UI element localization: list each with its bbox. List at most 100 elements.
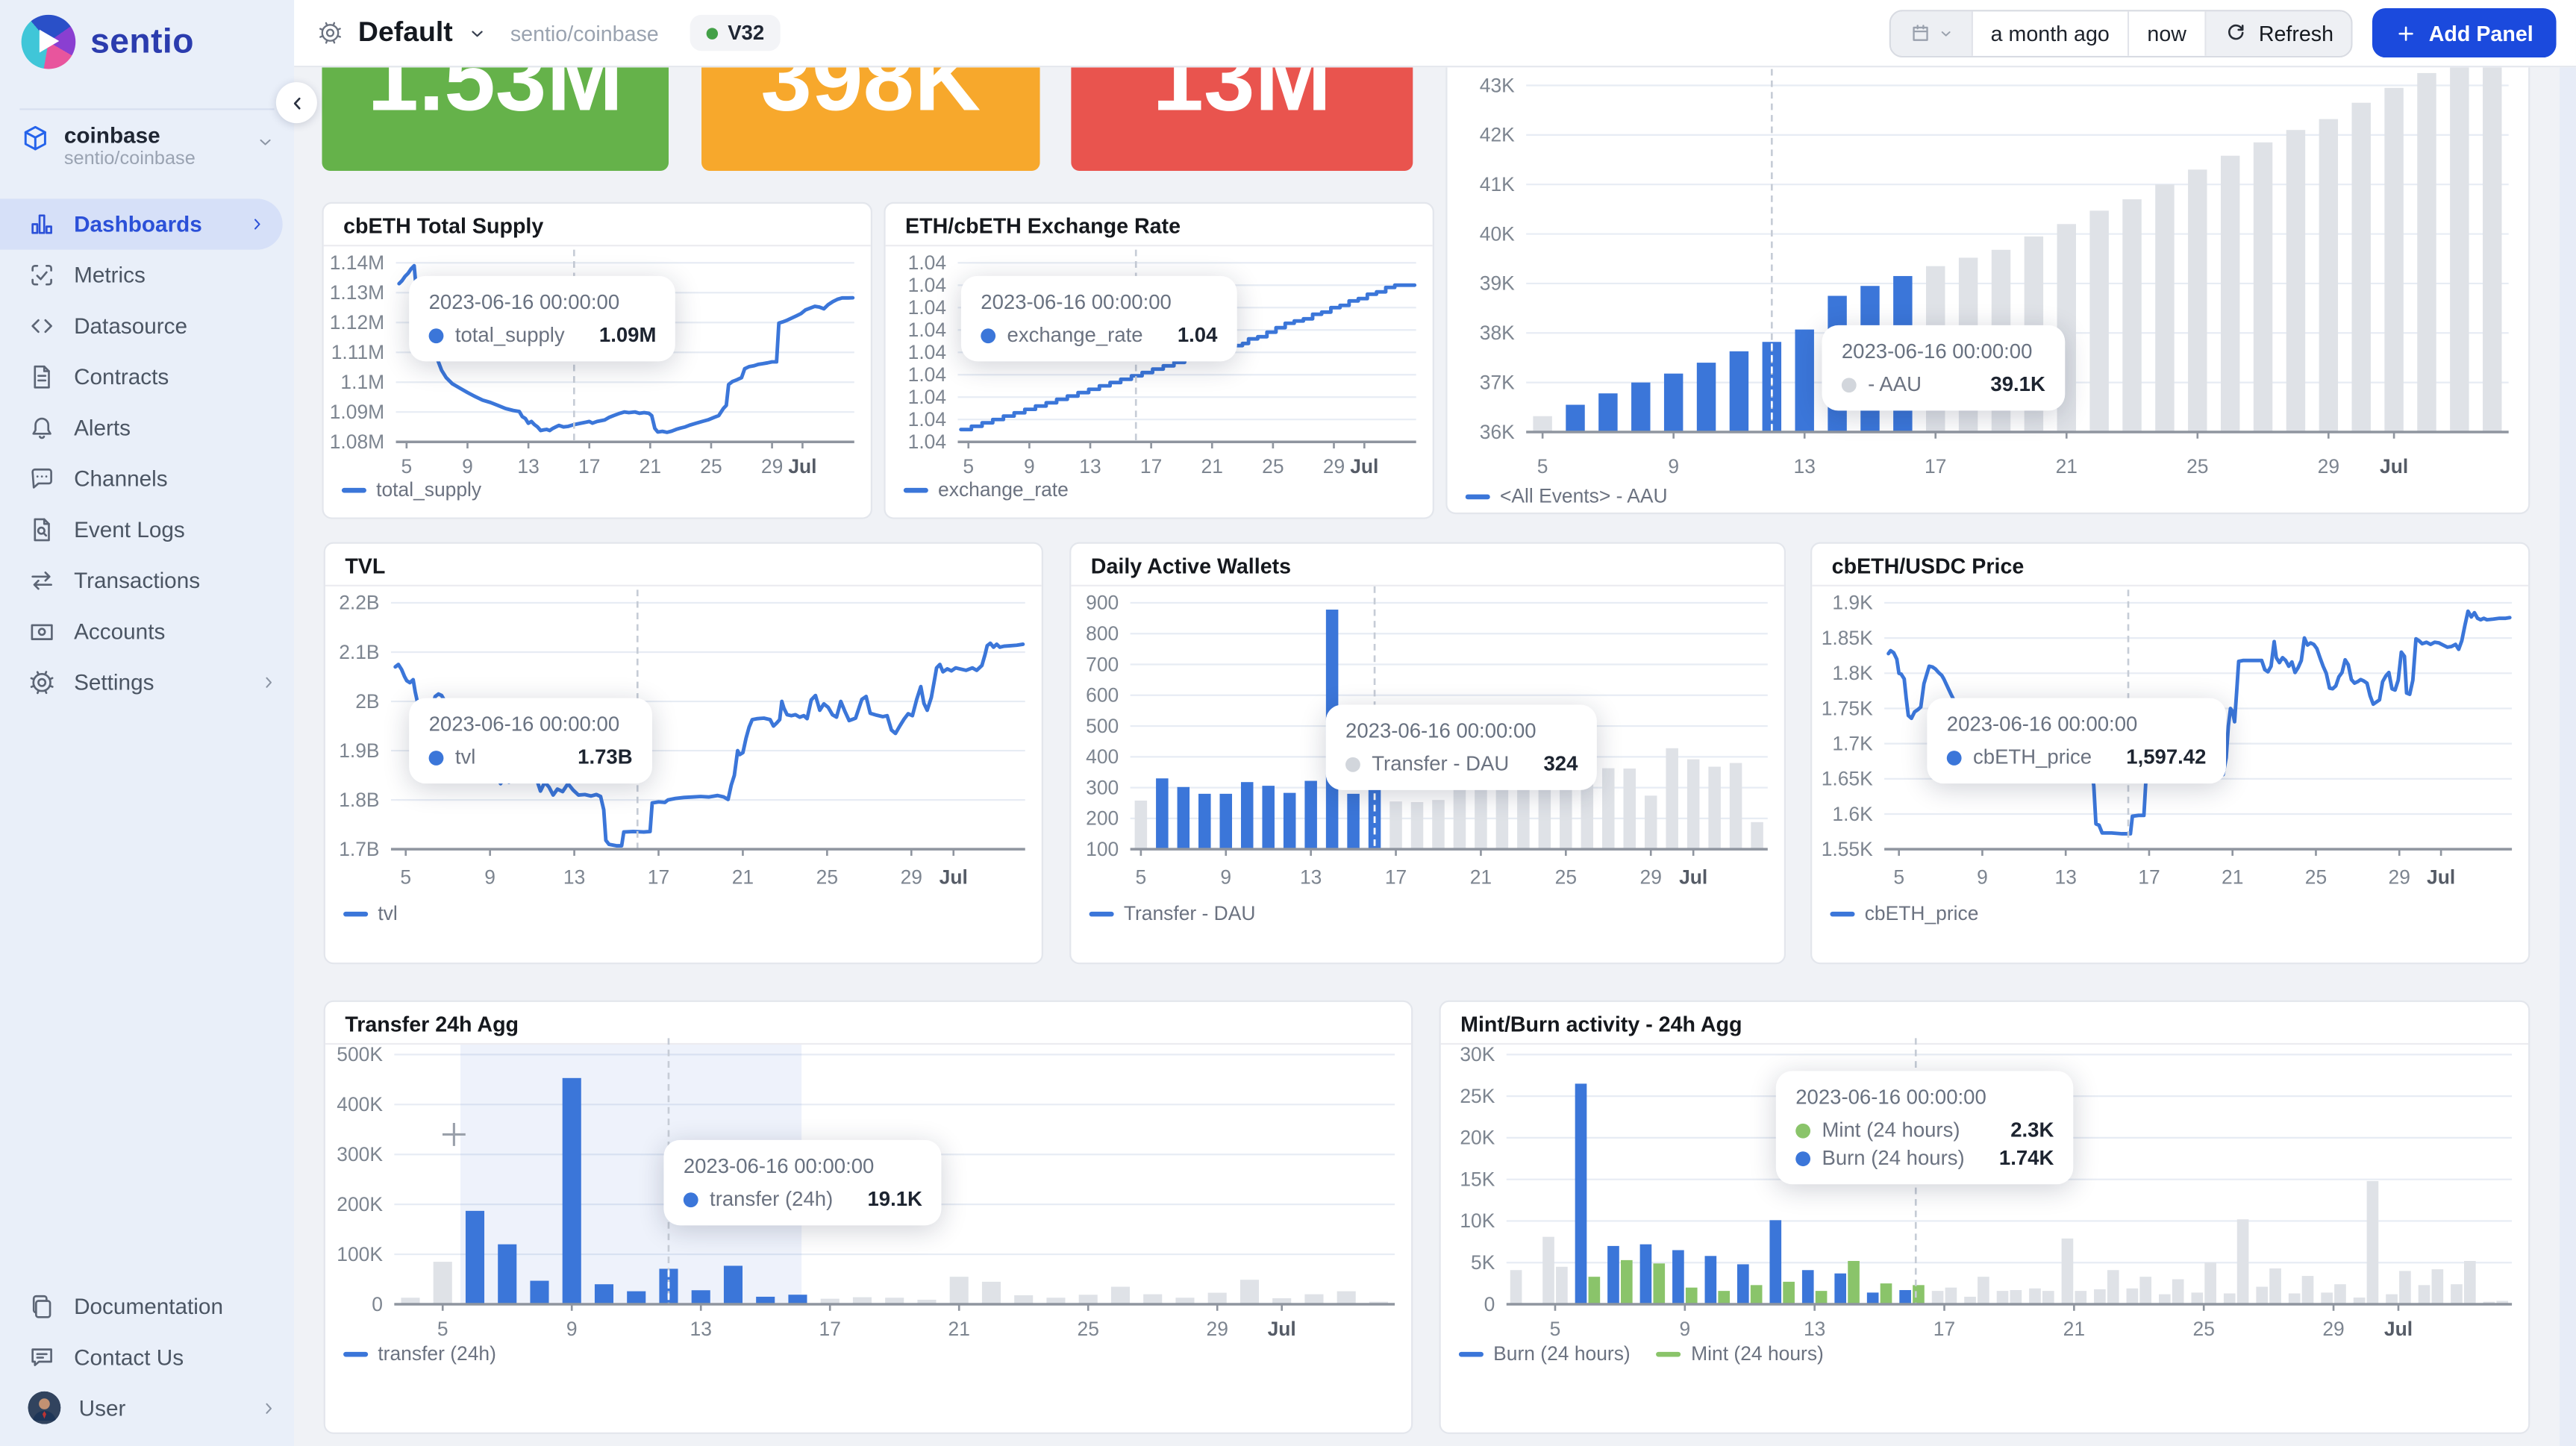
chart-legend: cbETH_price xyxy=(1830,902,1978,924)
dashboard-selector[interactable]: Default sentio/coinbase V32 xyxy=(317,14,781,51)
panel-title: Transfer 24h Agg xyxy=(325,1002,1412,1045)
svg-text:1.11M: 1.11M xyxy=(331,341,384,363)
version-status-dot xyxy=(706,27,718,39)
svg-text:300K: 300K xyxy=(337,1143,383,1165)
sidebar-item-label: Metrics xyxy=(74,263,146,288)
add-panel-button[interactable]: Add Panel xyxy=(2372,8,2557,58)
sidebar-item-user[interactable]: User xyxy=(0,1383,294,1433)
sidebar-item-label: Contracts xyxy=(74,364,169,389)
sidebar-item-documentation[interactable]: Documentation xyxy=(0,1280,294,1331)
svg-text:400K: 400K xyxy=(337,1093,383,1115)
legend-series-label: Mint (24 hours) xyxy=(1691,1342,1824,1365)
svg-text:25K: 25K xyxy=(1460,1085,1495,1107)
svg-text:500K: 500K xyxy=(337,1043,383,1065)
legend-series-dash xyxy=(343,1350,369,1356)
refresh-button[interactable]: Refresh xyxy=(2206,10,2352,55)
vertical-scrollbar[interactable] xyxy=(2559,67,2576,1446)
tooltip-date: 2023-06-16 00:00:00 xyxy=(1345,719,1536,743)
sidebar-item-metrics[interactable]: Metrics xyxy=(0,250,294,301)
svg-text:1.09M: 1.09M xyxy=(330,401,384,423)
svg-text:2.2B: 2.2B xyxy=(339,592,379,614)
tooltip-date: 2023-06-16 00:00:00 xyxy=(1795,1086,1986,1109)
sidebar-item-contracts[interactable]: Contracts xyxy=(0,351,294,402)
legend-series-label: Burn (24 hours) xyxy=(1493,1342,1631,1365)
sentio-logo-icon xyxy=(21,14,76,69)
gear-icon[interactable] xyxy=(317,19,343,46)
calendar-picker-button[interactable] xyxy=(1890,10,1973,55)
svg-text:1.65K: 1.65K xyxy=(1822,768,1873,790)
sidebar-collapse-button[interactable] xyxy=(275,82,317,124)
svg-text:13: 13 xyxy=(563,866,585,888)
sidebar-item-alerts[interactable]: Alerts xyxy=(0,402,294,453)
sidebar-item-transactions[interactable]: Transactions xyxy=(0,555,294,606)
legend-series-dash xyxy=(341,486,366,492)
svg-text:30K: 30K xyxy=(1460,1043,1495,1065)
svg-text:29: 29 xyxy=(901,866,922,888)
svg-text:5: 5 xyxy=(1893,866,1904,888)
sidebar-item-dashboards[interactable]: Dashboards xyxy=(0,198,283,250)
documentation-icon xyxy=(28,1292,55,1319)
tooltip-row: tvl 1.73B xyxy=(428,745,633,769)
legend-item[interactable]: <All Events> - AAU xyxy=(1465,484,1668,507)
sidebar-item-accounts[interactable]: Accounts xyxy=(0,606,294,657)
chart-legend: total_supply xyxy=(341,478,481,501)
tooltip-date: 2023-06-16 00:00:00 xyxy=(428,713,620,736)
stat-card: 1.53M xyxy=(322,67,669,171)
svg-text:17: 17 xyxy=(1925,455,1946,478)
sidebar-item-settings[interactable]: Settings xyxy=(0,657,294,708)
legend-item[interactable]: total_supply xyxy=(341,478,481,501)
svg-text:1.12M: 1.12M xyxy=(330,311,384,334)
sidebar-item-contact-us[interactable]: Contact Us xyxy=(0,1331,294,1382)
svg-text:1.55K: 1.55K xyxy=(1822,838,1873,860)
chart-plot-mintburn[interactable]: 0 5K 10K 15K 20K 25K 30K 5 9 13 17 21 25 29 Jul xyxy=(1441,1002,2532,1436)
workspace-selector[interactable]: coinbase sentio/coinbase xyxy=(19,123,274,171)
svg-text:9: 9 xyxy=(462,455,473,478)
brand-logo[interactable]: sentio xyxy=(21,14,194,69)
divider xyxy=(19,108,275,110)
legend-item[interactable]: Transfer - DAU xyxy=(1089,902,1255,924)
svg-text:Jul: Jul xyxy=(1268,1318,1296,1340)
chart-plot-exchange[interactable]: 1.041.041.041.041.041.041.041.041.045 9 13… xyxy=(886,204,1437,521)
svg-text:Jul: Jul xyxy=(1350,455,1378,478)
legend-item[interactable]: Mint (24 hours) xyxy=(1656,1342,1824,1365)
svg-text:21: 21 xyxy=(1470,866,1492,888)
svg-text:Jul: Jul xyxy=(1679,866,1707,888)
chevron-down-icon[interactable] xyxy=(468,24,486,42)
version-label: V32 xyxy=(728,21,765,45)
legend-series-dash xyxy=(1656,1350,1681,1356)
chart-plot-supply[interactable]: 1.08M 1.09M 1.1M 1.11M 1.12M 1.13M 1.14M 5 9 13 17… xyxy=(324,204,875,521)
chart-plot-aau[interactable]: 36K 37K 38K 39K 40K 41K 42K 43K 5 9 13 17 21 25 29 Jul xyxy=(1448,67,2532,516)
tooltip-date: 2023-06-16 00:00:00 xyxy=(1841,339,2033,363)
workspace-name: coinbase xyxy=(63,123,160,148)
tooltip-series-value: 1,597.42 xyxy=(2126,745,2207,769)
legend-item[interactable]: cbETH_price xyxy=(1830,902,1978,924)
svg-text:1.6K: 1.6K xyxy=(1832,803,1873,825)
legend-item[interactable]: exchange_rate xyxy=(903,478,1069,501)
chart-tooltip: 2023-06-16 00:00:00 tvl 1.73B xyxy=(409,698,652,784)
panel-aau: 36K 37K 38K 39K 40K 41K 42K 43K 5 9 13 17 21 25 29 Jul <… xyxy=(1445,67,2532,516)
time-from-button[interactable]: a month ago xyxy=(1972,10,2130,55)
svg-text:9: 9 xyxy=(1679,1318,1690,1340)
legend-item[interactable]: tvl xyxy=(343,902,398,924)
svg-text:25: 25 xyxy=(1078,1318,1099,1340)
sidebar-item-channels[interactable]: Channels xyxy=(0,454,294,504)
tooltip-series-value: 1.04 xyxy=(1177,323,1218,347)
sidebar-item-datasource[interactable]: Datasource xyxy=(0,301,294,351)
dashboard-title[interactable]: Default xyxy=(357,16,453,48)
time-to-button[interactable]: now xyxy=(2129,10,2207,55)
tooltip-row: transfer (24h) 19.1K xyxy=(683,1188,922,1211)
version-badge[interactable]: V32 xyxy=(690,14,781,51)
svg-text:1.04: 1.04 xyxy=(908,386,946,408)
legend-series-dash xyxy=(1458,1350,1484,1356)
sidebar-item-event-logs[interactable]: Event Logs xyxy=(0,504,294,555)
sidebar-item-label: Settings xyxy=(74,670,154,695)
svg-text:37K: 37K xyxy=(1480,371,1515,393)
svg-text:13: 13 xyxy=(690,1318,712,1340)
svg-text:29: 29 xyxy=(1207,1318,1228,1340)
legend-item[interactable]: transfer (24h) xyxy=(343,1342,496,1365)
legend-item[interactable]: Burn (24 hours) xyxy=(1458,1342,1631,1365)
svg-text:1.13M: 1.13M xyxy=(330,281,384,304)
svg-text:1.04: 1.04 xyxy=(908,408,946,431)
svg-text:1.85K: 1.85K xyxy=(1822,627,1873,649)
legend-series-dash xyxy=(1830,910,1855,916)
